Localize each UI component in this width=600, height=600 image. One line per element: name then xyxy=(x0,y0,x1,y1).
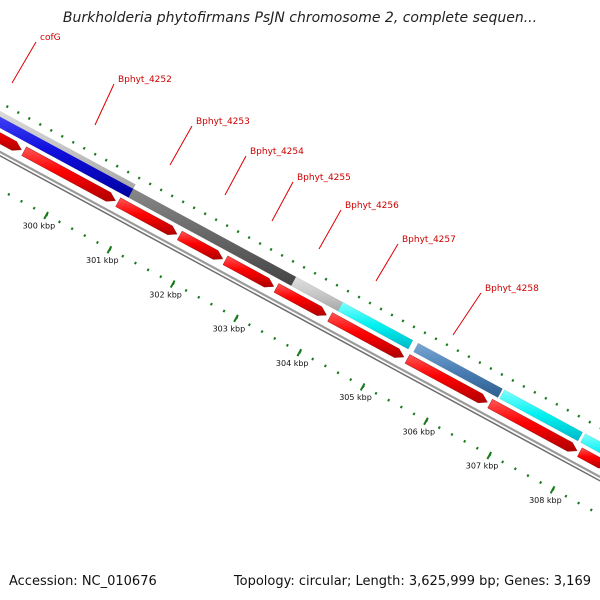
gene-arrow[interactable] xyxy=(115,197,178,235)
gene-label-leader xyxy=(169,125,193,166)
gene-label-leader xyxy=(452,292,482,336)
cog-feature-segment xyxy=(580,433,600,454)
gene-arrow[interactable] xyxy=(327,312,405,358)
map-title: Burkholderia phytofirmans PsJN chromosom… xyxy=(62,10,538,26)
gene-arrow[interactable] xyxy=(177,230,224,260)
gene-arrow[interactable] xyxy=(21,146,116,202)
scale-tick-label: 304 kbp xyxy=(276,359,309,368)
gene-arrow[interactable] xyxy=(0,115,22,151)
scale-tick-mark xyxy=(233,314,239,323)
gene-arrow[interactable] xyxy=(487,398,578,452)
scale-tick-mark xyxy=(359,382,366,391)
backbone xyxy=(0,150,600,482)
gene-label-leader xyxy=(271,181,294,222)
gene-arrow[interactable] xyxy=(404,354,488,404)
cog-feature-segment xyxy=(337,301,414,350)
accession-text: Accession: NC_010676 xyxy=(9,574,157,589)
gene-label[interactable]: Bphyt_4256 xyxy=(345,201,399,211)
gene-label-leader xyxy=(11,41,37,84)
gene-label-leader xyxy=(224,155,247,196)
gene-labels: cofG Bphyt_4252 Bphyt_4253 Bphyt_4254 Bphyt_… xyxy=(11,33,539,336)
scale-tick-mark xyxy=(486,451,493,460)
scale-tick-label: 307 kbp xyxy=(466,462,499,471)
gene-label[interactable]: Bphyt_4254 xyxy=(250,147,304,157)
scale-tick-mark xyxy=(169,280,176,289)
cog-feature-segment xyxy=(413,342,503,398)
cog-feature-segment xyxy=(499,389,583,442)
scale-tick-mark xyxy=(106,245,113,254)
gene-label-leader xyxy=(318,209,342,250)
scale-tick-mark xyxy=(43,211,49,220)
scale-tick-label: 302 kbp xyxy=(149,290,182,299)
gene-label-leader xyxy=(94,83,115,126)
gene-label[interactable]: Bphyt_4255 xyxy=(297,173,351,183)
gene-label[interactable]: Bphyt_4252 xyxy=(118,75,172,85)
feature-track xyxy=(0,110,600,454)
gene-label[interactable]: Bphyt_4253 xyxy=(196,117,250,127)
gene-label-leader xyxy=(375,243,399,282)
scale-tick-label: 301 kbp xyxy=(86,256,119,265)
gene-label[interactable]: cofG xyxy=(40,33,61,43)
scale-tick-mark xyxy=(549,485,556,494)
scale-tick-label: 305 kbp xyxy=(339,393,372,402)
scale-tick-label: 300 kbp xyxy=(23,222,56,231)
gene-label[interactable]: Bphyt_4258 xyxy=(485,284,539,294)
scale-tick-mark xyxy=(423,417,429,426)
scale-ticks: 300 kbp 301 kbp 302 kbp 303 kbp 304 kbp 305 k… xyxy=(23,211,562,505)
gene-label[interactable]: Bphyt_4257 xyxy=(402,235,456,245)
scale-tick-mark xyxy=(296,348,303,357)
gene-arrow[interactable] xyxy=(273,283,327,316)
scale-tick-label: 303 kbp xyxy=(213,325,246,334)
gene-arrow[interactable] xyxy=(222,255,275,288)
scale-tick-label: 306 kbp xyxy=(402,427,435,436)
scale-tick-label: 308 kbp xyxy=(529,496,562,505)
topology-text: Topology: circular; Length: 3,625,999 bp… xyxy=(233,574,591,589)
